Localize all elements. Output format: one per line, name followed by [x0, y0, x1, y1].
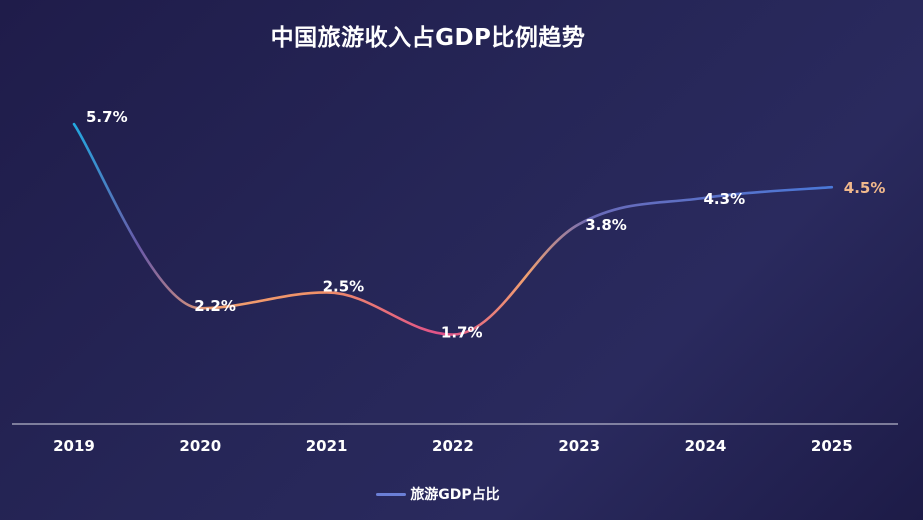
- x-tick-label-2025: 2025: [811, 437, 853, 455]
- x-tick-label-2022: 2022: [432, 437, 474, 455]
- x-tick-label-2019: 2019: [53, 437, 95, 455]
- data-label-2021: 2.5%: [323, 277, 365, 295]
- data-label-2025: 4.5%: [844, 179, 886, 197]
- chart-title: 中国旅游收入占GDP比例趋势: [270, 25, 586, 51]
- x-tick-label-2021: 2021: [306, 437, 348, 455]
- data-label-2023: 3.8%: [585, 216, 627, 234]
- legend-swatch: [376, 492, 407, 496]
- data-label-2024: 4.3%: [704, 190, 746, 208]
- data-label-2022: 1.7%: [441, 324, 483, 342]
- x-tick-label-2020: 2020: [179, 437, 221, 455]
- data-label-2019: 5.7%: [86, 108, 128, 126]
- legend[interactable]: 旅游GDP占比: [0, 484, 876, 504]
- data-label-2020: 2.2%: [194, 297, 236, 315]
- series-line: [72, 122, 834, 336]
- legend-label: 旅游GDP占比: [410, 487, 500, 503]
- x-tick-label-2023: 2023: [558, 437, 600, 455]
- x-tick-label-2024: 2024: [685, 437, 727, 455]
